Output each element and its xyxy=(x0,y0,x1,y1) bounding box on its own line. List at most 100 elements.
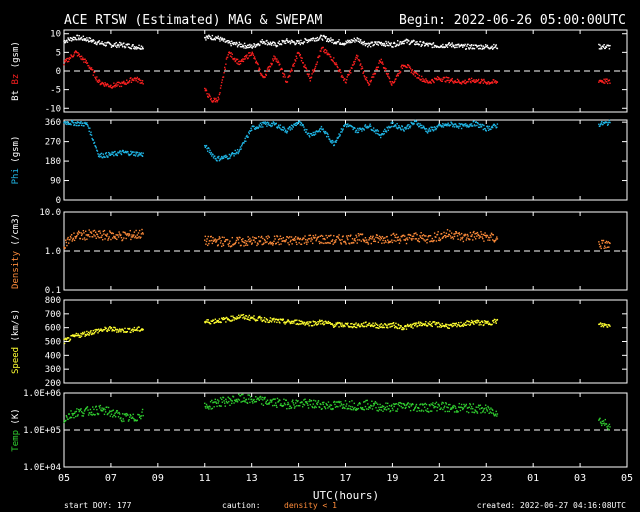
data-point xyxy=(440,126,443,128)
data-point xyxy=(463,123,466,126)
data-point xyxy=(414,406,416,409)
data-point xyxy=(382,237,385,239)
data-point xyxy=(243,42,246,45)
data-point xyxy=(605,78,607,80)
data-point xyxy=(260,41,262,44)
data-point xyxy=(83,232,85,234)
data-point xyxy=(278,126,280,128)
y-tick-label: 400 xyxy=(45,351,61,361)
data-point xyxy=(430,324,432,327)
data-point xyxy=(404,407,407,410)
data-point xyxy=(212,101,214,103)
data-point xyxy=(261,320,263,323)
data-point xyxy=(340,403,343,405)
x-tick-label: 07 xyxy=(105,473,117,484)
data-point xyxy=(114,150,116,153)
data-point xyxy=(232,315,234,317)
data-point xyxy=(325,52,327,54)
data-point xyxy=(233,57,236,60)
data-point xyxy=(473,124,476,126)
data-point xyxy=(438,322,440,324)
data-point xyxy=(414,72,416,74)
data-point xyxy=(450,122,453,124)
data-point xyxy=(479,47,482,50)
data-point xyxy=(96,43,98,46)
data-point xyxy=(240,60,242,63)
data-point xyxy=(454,324,456,327)
data-point xyxy=(395,75,398,77)
data-point xyxy=(119,41,121,44)
data-point xyxy=(212,401,215,404)
data-point xyxy=(222,244,225,247)
data-point xyxy=(462,44,465,46)
data-point xyxy=(429,80,431,83)
data-point xyxy=(427,236,429,238)
data-point xyxy=(603,422,605,424)
data-point xyxy=(210,235,212,238)
data-point xyxy=(476,319,479,321)
data-point xyxy=(608,423,611,426)
data-point xyxy=(245,45,248,48)
data-point xyxy=(121,81,123,83)
data-point xyxy=(367,46,369,48)
data-point xyxy=(97,332,99,334)
data-point xyxy=(477,45,479,47)
y-axis-label-part: (K) xyxy=(11,408,21,430)
data-point xyxy=(114,326,116,329)
data-point xyxy=(219,397,222,399)
data-point xyxy=(334,63,337,66)
data-point xyxy=(402,406,404,409)
data-point xyxy=(136,237,138,239)
data-point xyxy=(428,127,431,130)
data-point xyxy=(287,319,289,321)
data-point xyxy=(382,405,385,408)
data-point xyxy=(221,245,223,248)
data-point xyxy=(252,45,255,48)
data-point xyxy=(265,236,268,238)
data-point xyxy=(206,244,209,247)
data-point xyxy=(228,245,230,247)
data-point xyxy=(277,400,280,403)
data-point xyxy=(316,40,318,42)
data-point xyxy=(249,396,252,398)
data-point xyxy=(218,321,220,324)
data-point xyxy=(390,405,392,407)
data-point xyxy=(229,320,232,322)
data-point xyxy=(297,400,299,402)
data-point xyxy=(248,46,251,49)
data-point xyxy=(246,134,248,137)
data-point xyxy=(436,76,439,78)
data-point xyxy=(323,50,325,53)
data-point xyxy=(307,75,310,77)
data-point xyxy=(495,410,497,413)
data-point xyxy=(242,400,245,402)
data-point xyxy=(260,126,262,128)
data-point xyxy=(109,410,111,412)
data-point xyxy=(337,137,339,140)
data-point xyxy=(445,232,448,234)
data-point xyxy=(282,404,285,407)
data-point xyxy=(94,330,97,333)
data-point xyxy=(340,76,343,78)
data-point xyxy=(123,420,125,422)
data-point xyxy=(239,43,241,45)
data-point xyxy=(425,409,427,411)
data-point xyxy=(279,124,282,126)
data-point xyxy=(273,55,275,57)
data-point xyxy=(134,78,137,80)
data-point xyxy=(331,239,334,241)
data-point xyxy=(228,41,231,44)
data-point xyxy=(454,46,456,49)
data-point xyxy=(256,398,258,401)
data-point xyxy=(358,38,360,40)
data-point xyxy=(77,124,79,127)
data-point xyxy=(76,34,79,37)
data-point xyxy=(207,406,209,408)
data-point xyxy=(373,404,375,406)
data-point xyxy=(261,396,263,399)
data-point xyxy=(310,76,313,78)
data-point xyxy=(121,420,123,423)
data-point xyxy=(415,322,418,324)
data-point xyxy=(282,72,284,74)
data-point xyxy=(492,48,494,50)
